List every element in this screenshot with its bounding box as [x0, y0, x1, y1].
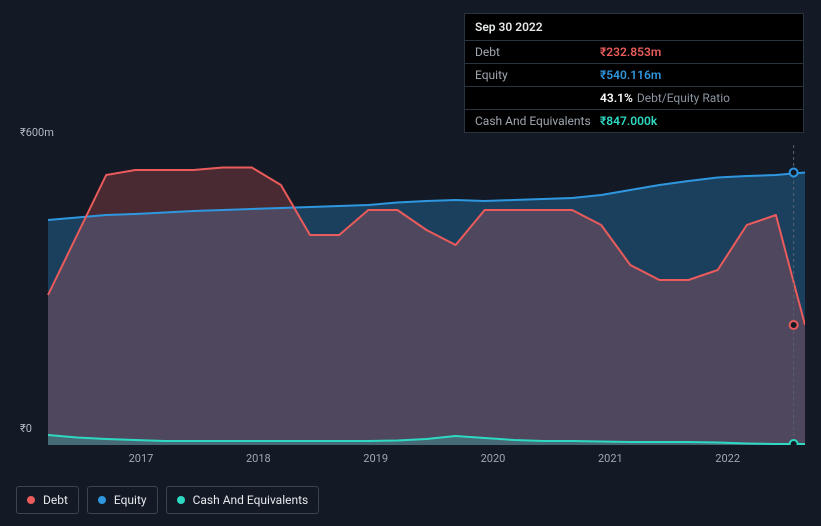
chart-wrapper: Sep 30 2022 Debt₹232.853mEquity₹540.116m…	[0, 0, 821, 526]
tooltip-row-value: 43.1%	[600, 91, 633, 105]
chart-tooltip: Sep 30 2022 Debt₹232.853mEquity₹540.116m…	[464, 13, 804, 133]
equity-marker	[790, 169, 798, 177]
legend-item-label: Debt	[43, 493, 68, 507]
tooltip-row-value: ₹540.116m	[600, 68, 661, 82]
x-axis-label: 2018	[246, 452, 271, 465]
cash-marker	[790, 440, 798, 445]
legend-item-label: Cash And Equivalents	[193, 493, 309, 507]
tooltip-row-sublabel: Debt/Equity Ratio	[637, 91, 730, 105]
legend-item-label: Equity	[114, 493, 147, 507]
tooltip-date: Sep 30 2022	[465, 14, 803, 40]
tooltip-row: 43.1% Debt/Equity Ratio	[465, 86, 803, 109]
tooltip-row-label: Equity	[475, 68, 600, 82]
tooltip-row: Debt₹232.853m	[465, 40, 803, 63]
x-axis-label: 2020	[481, 452, 506, 465]
tooltip-row-label: Cash And Equivalents	[475, 114, 600, 128]
debt-marker	[790, 321, 798, 329]
chart-plot	[16, 145, 805, 445]
tooltip-row: Cash And Equivalents₹847.000k	[465, 109, 803, 132]
tooltip-row-value: ₹847.000k	[600, 114, 657, 128]
tooltip-row-label: Debt	[475, 45, 600, 59]
legend-item-cash[interactable]: Cash And Equivalents	[166, 486, 320, 514]
x-axis-label: 2021	[598, 452, 623, 465]
tooltip-row: Equity₹540.116m	[465, 63, 803, 86]
chart-legend: Debt Equity Cash And Equivalents	[16, 486, 319, 514]
legend-item-debt[interactable]: Debt	[16, 486, 79, 514]
x-axis-label: 2022	[715, 452, 740, 465]
x-axis-label: 2019	[363, 452, 388, 465]
legend-dot-icon	[177, 496, 185, 504]
y-axis-label-max: ₹600m	[20, 126, 54, 139]
x-axis-label: 2017	[129, 452, 154, 465]
legend-dot-icon	[98, 496, 106, 504]
tooltip-row-value: ₹232.853m	[600, 45, 661, 59]
legend-dot-icon	[27, 496, 35, 504]
legend-item-equity[interactable]: Equity	[87, 486, 158, 514]
